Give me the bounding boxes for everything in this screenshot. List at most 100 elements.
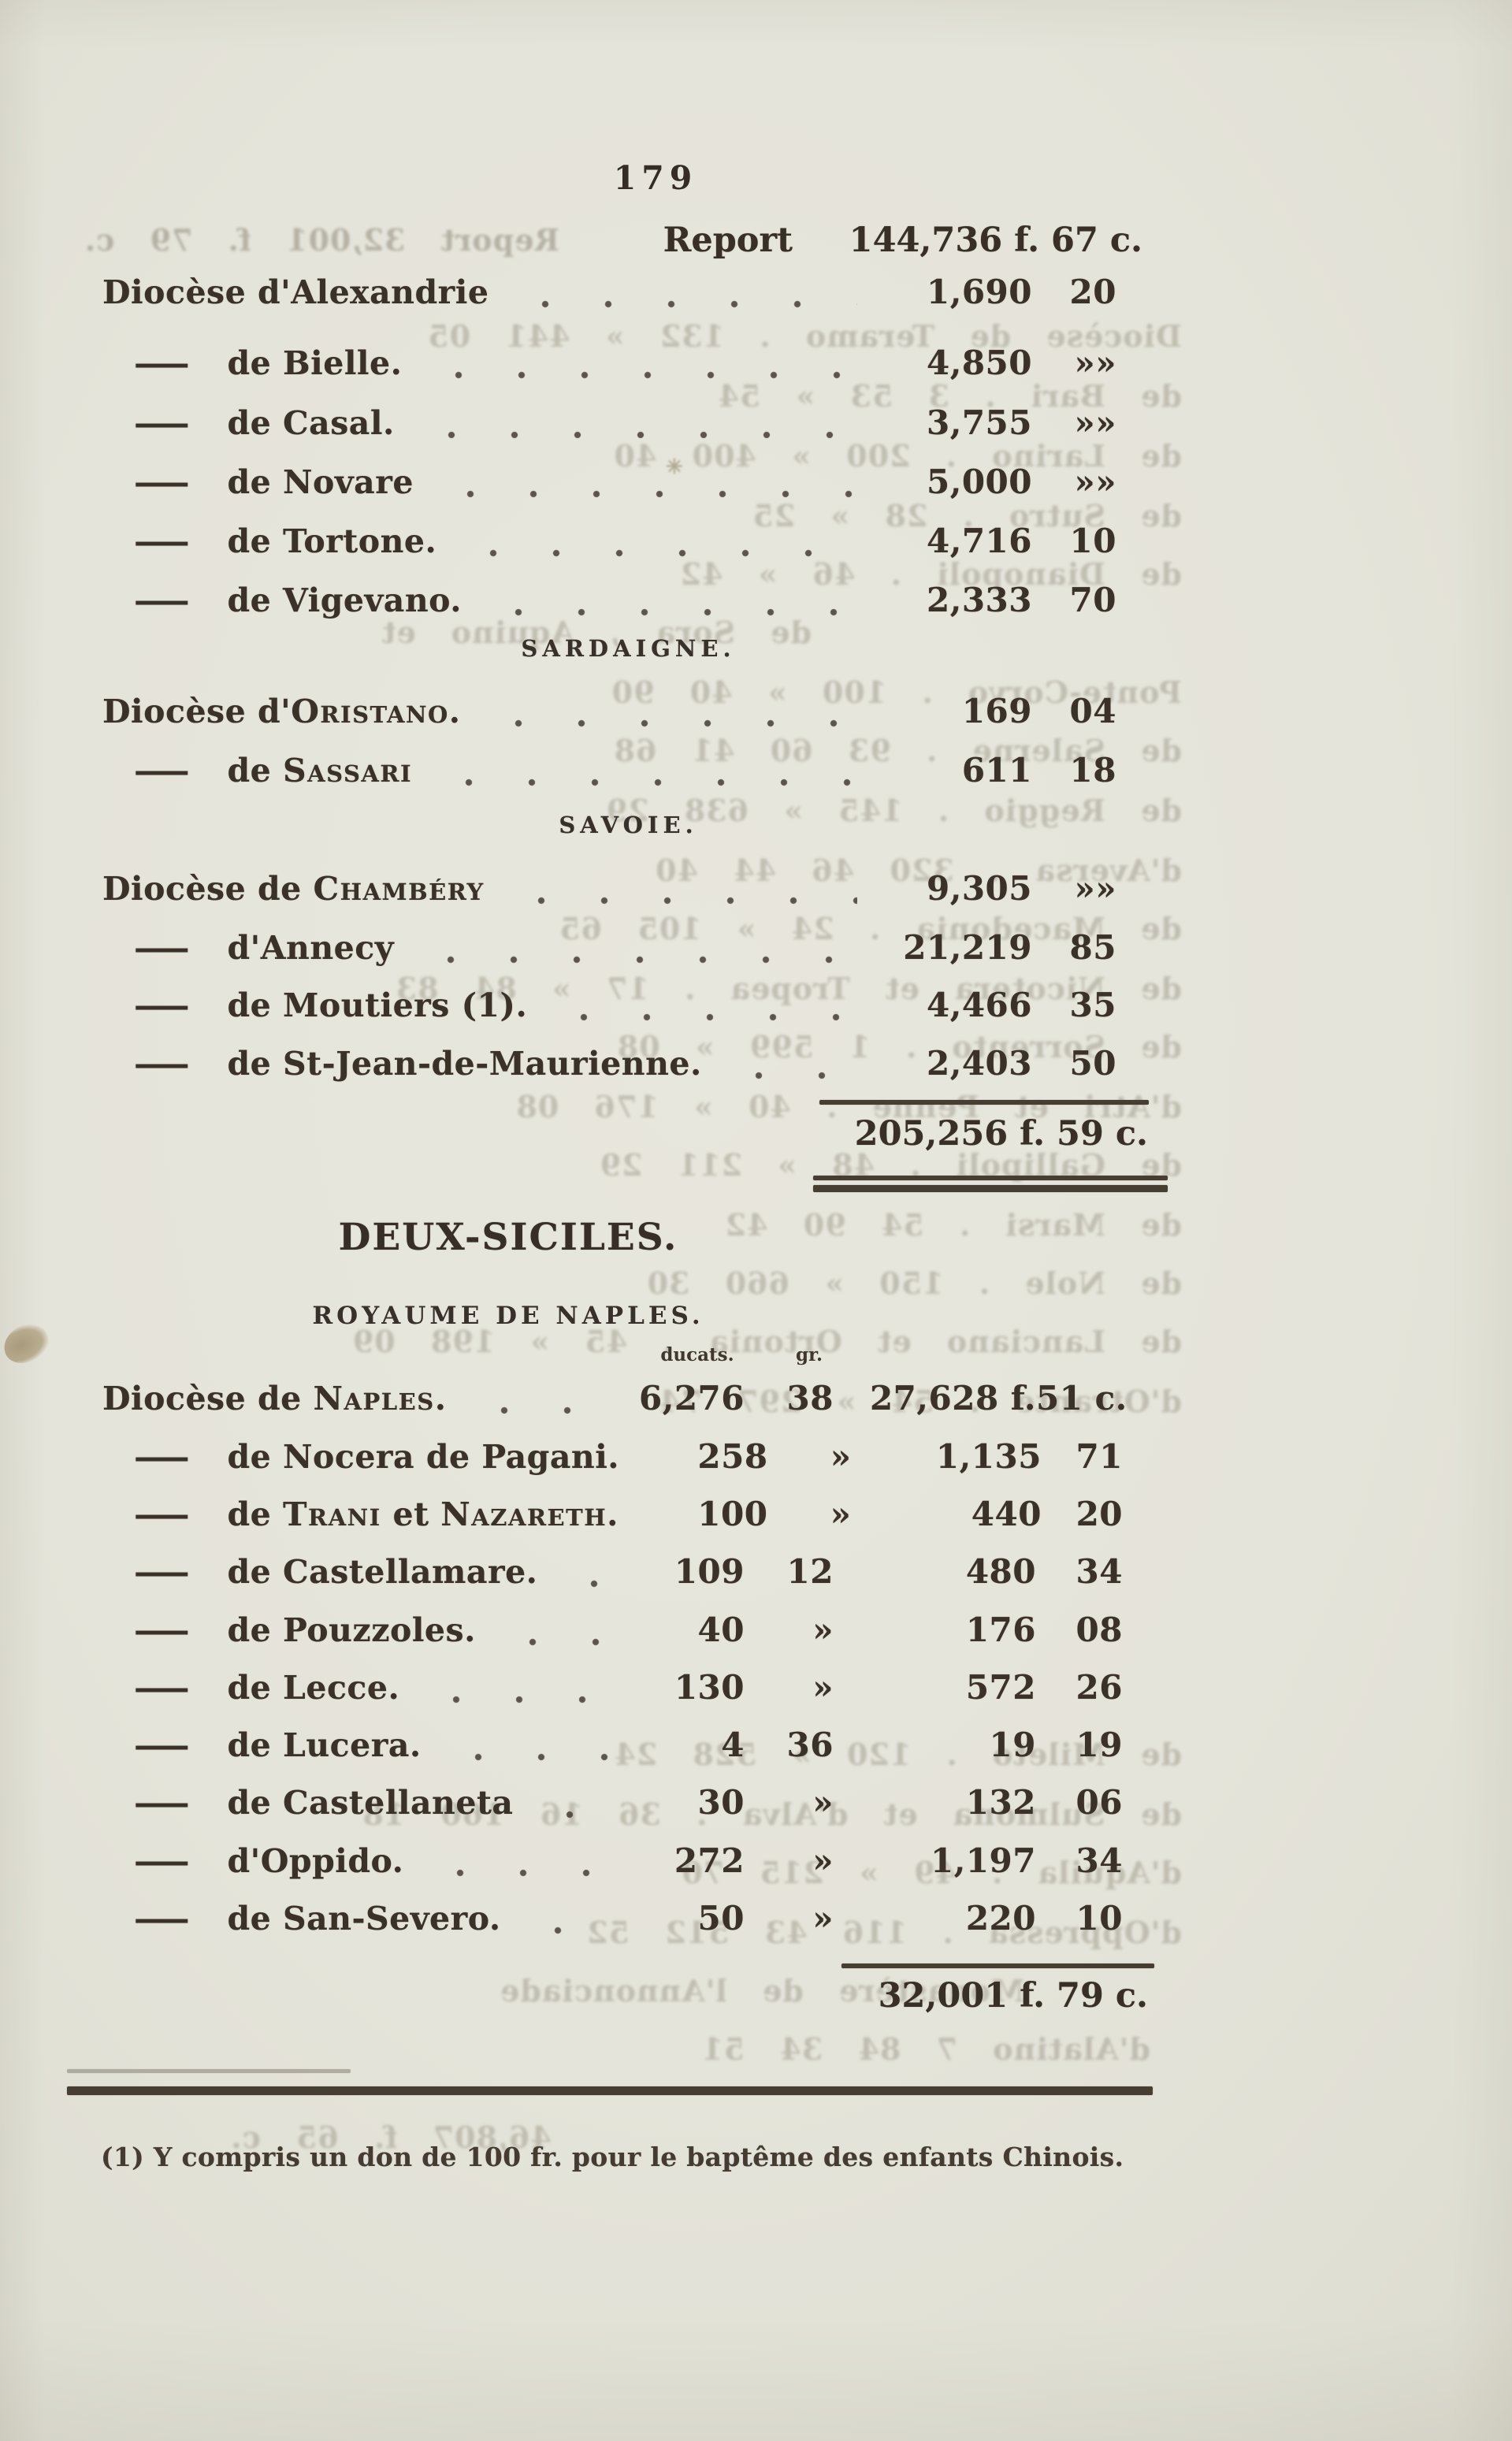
amount-francs: 4,716 bbox=[926, 522, 1032, 560]
diocese-label: de Nocera de Pagani. bbox=[227, 1438, 620, 1476]
amount-centimes: 71 bbox=[1075, 1437, 1123, 1476]
column-header-gr: gr. bbox=[795, 1344, 823, 1365]
diocese-row: — de Pouzzoles. 40 » 176 08 bbox=[102, 1611, 1154, 1655]
dot-leader bbox=[481, 692, 857, 736]
amount-francs: 611 bbox=[961, 751, 1032, 790]
ditto-dash: — bbox=[132, 1726, 192, 1764]
dot-leader bbox=[496, 1611, 609, 1655]
amount-centimes: 18 bbox=[1069, 751, 1116, 790]
amount-grana: » bbox=[812, 1783, 834, 1822]
subtotal-amount: 205,256 f. 59 c. bbox=[854, 1114, 1148, 1154]
ditto-dash: — bbox=[132, 522, 192, 560]
amount-centimes: 20 bbox=[1075, 1495, 1124, 1533]
amount-grana: 12 bbox=[786, 1552, 834, 1591]
amount-grana: » bbox=[812, 1668, 834, 1707]
diocese-row: — d'Annecy 21,219 85 bbox=[102, 928, 1154, 972]
ditto-dash: — bbox=[132, 1495, 192, 1533]
ditto-dash: — bbox=[132, 986, 192, 1024]
diocese-row: — de Moutiers (1). 4,466 35 bbox=[102, 986, 1154, 1030]
amount-ducats: 272 bbox=[674, 1841, 745, 1880]
amount-centimes: 04 bbox=[1069, 692, 1116, 730]
total-rule bbox=[841, 1964, 1154, 1968]
section-heading-deux-siciles: DEUX-SICILES. bbox=[338, 1216, 678, 1259]
dot-leader bbox=[467, 1379, 609, 1423]
amount-centimes: »» bbox=[1074, 869, 1116, 908]
subsection-heading-royaume-naples: ROYAUME DE NAPLES. bbox=[312, 1302, 704, 1330]
diocese-row: Diocèse d'Alexandrie 1,690 20 bbox=[102, 273, 1154, 317]
amount-francs: 132 bbox=[965, 1783, 1036, 1822]
diocese-label: d'Oppido. bbox=[227, 1842, 404, 1880]
ditto-dash: — bbox=[132, 344, 192, 382]
amount-centimes: 08 bbox=[1075, 1611, 1123, 1649]
amount-centimes: 19 bbox=[1075, 1726, 1123, 1764]
amount-centimes: 10 bbox=[1075, 1899, 1123, 1938]
amount-centimes: 34 bbox=[1075, 1552, 1123, 1591]
dot-leader bbox=[509, 273, 857, 317]
total-rule bbox=[819, 1100, 1149, 1105]
amount-francs: 1,197 bbox=[930, 1841, 1036, 1880]
dot-leader bbox=[420, 1668, 609, 1712]
subtotal-line: 32,001 f. 79 c. bbox=[102, 1976, 1154, 2016]
diocese-row: — de Vigevano. 2,333 70 bbox=[102, 581, 1154, 625]
ditto-dash: — bbox=[132, 752, 192, 790]
amount-francs: 176 bbox=[965, 1611, 1036, 1649]
amount-centimes: 35 bbox=[1069, 986, 1116, 1024]
diocese-label: de Moutiers (1). bbox=[227, 986, 528, 1024]
amount-francs: 19 bbox=[989, 1726, 1036, 1764]
amount-francs: 21,219 bbox=[903, 928, 1032, 967]
amount-centimes: 34 bbox=[1075, 1841, 1123, 1880]
amount-ducats: 4 bbox=[721, 1726, 745, 1764]
dot-leader bbox=[433, 463, 857, 507]
ditto-dash: — bbox=[132, 929, 192, 967]
amount-francs: 480 bbox=[965, 1552, 1036, 1591]
diocese-label: de Sassari bbox=[227, 752, 413, 790]
ditto-dash: — bbox=[132, 1045, 192, 1083]
diocese-row: — de St-Jean-de-Maurienne. 2,403 50 bbox=[102, 1044, 1154, 1088]
diocese-row: Diocèse de Naples. 6,276 38 27,628 f. 51… bbox=[102, 1379, 1154, 1423]
dot-leader bbox=[422, 344, 857, 388]
diocese-row: Diocèse de Chambéry 9,305 »» bbox=[102, 869, 1154, 913]
diocese-row: — de Bielle. 4,850 »» bbox=[102, 344, 1154, 388]
diocese-row: — de Sassari 611 18 bbox=[102, 751, 1154, 795]
amount-ducats: 130 bbox=[674, 1668, 745, 1707]
report-label: Report bbox=[663, 221, 793, 260]
ditto-dash: — bbox=[132, 404, 192, 442]
dot-leader bbox=[414, 403, 857, 448]
diocese-row: — de San-Severo. 50 » 220 10 bbox=[102, 1899, 1154, 1943]
diocese-row: — de Castellaneta 30 » 132 06 bbox=[102, 1783, 1154, 1827]
dot-leader bbox=[722, 1044, 857, 1088]
amount-centimes: »» bbox=[1074, 403, 1116, 442]
diocese-row: — de Castellamare. 109 12 480 34 bbox=[102, 1552, 1154, 1596]
diocese-row: — de Tortone. 4,716 10 bbox=[102, 522, 1154, 566]
amount-grana: » bbox=[812, 1841, 834, 1880]
dot-leader bbox=[548, 986, 857, 1030]
diocese-row: Diocèse d'Oristano. 169 04 bbox=[102, 692, 1154, 736]
section-heading-savoie: SAVOIE. bbox=[559, 812, 698, 838]
diocese-label: de Trani et Nazareth. bbox=[227, 1495, 619, 1533]
amount-francs: 572 bbox=[965, 1668, 1036, 1707]
page-number: 179 bbox=[613, 159, 698, 197]
amount-centimes: »» bbox=[1074, 344, 1116, 382]
diocese-label: Diocèse de Chambéry bbox=[102, 870, 485, 908]
amount-centimes: 06 bbox=[1075, 1783, 1123, 1822]
dot-leader bbox=[433, 751, 857, 795]
diocese-row: — de Lucera. 4 36 19 19 bbox=[102, 1726, 1154, 1770]
ditto-dash: — bbox=[132, 1842, 192, 1880]
amount-francs: 1,690 bbox=[926, 273, 1032, 311]
amount-grana: » bbox=[830, 1437, 852, 1476]
section-heading-sardaigne: SARDAIGNE. bbox=[521, 635, 736, 662]
diocese-label: Diocèse d'Oristano. bbox=[102, 693, 462, 730]
dot-leader bbox=[424, 1841, 609, 1886]
amount-grana: » bbox=[812, 1899, 834, 1938]
amount-ducats: 258 bbox=[697, 1437, 768, 1476]
amount-centimes: 50 bbox=[1069, 1044, 1116, 1083]
double-rule-top bbox=[813, 1176, 1168, 1180]
diocese-label: de Lucera. bbox=[227, 1726, 422, 1764]
ditto-dash: — bbox=[132, 1784, 192, 1822]
dot-leader bbox=[457, 522, 857, 566]
diocese-label: de Novare bbox=[227, 463, 414, 501]
report-amount: 144,736 f. 67 c. bbox=[849, 221, 1142, 260]
diocese-label: de Pouzzoles. bbox=[227, 1611, 476, 1649]
amount-grana: » bbox=[812, 1611, 834, 1649]
amount-francs: 1,135 bbox=[935, 1437, 1042, 1476]
